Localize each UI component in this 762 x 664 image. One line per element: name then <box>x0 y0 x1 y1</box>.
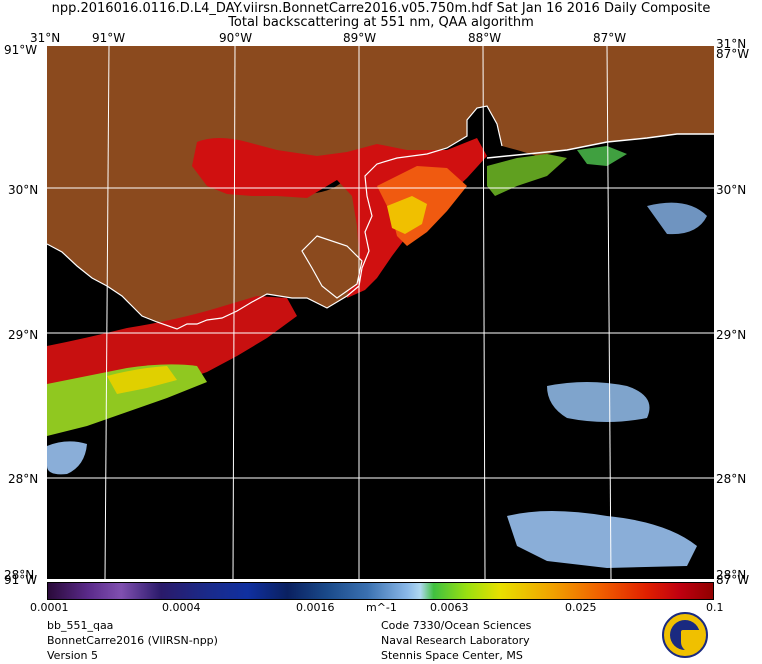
colorbar-tick: 0.025 <box>565 601 597 614</box>
lon-label-top: 87°W <box>593 31 627 45</box>
footer-right: Code 7330/Ocean Sciences Naval Research … <box>381 618 531 663</box>
colorbar-tick: 0.1 <box>706 601 724 614</box>
land-mass <box>47 46 714 329</box>
lat-label-right: 30°N <box>716 183 747 197</box>
nrl-seal-icon <box>662 612 708 658</box>
graticule <box>47 46 714 579</box>
west-plume-yellow <box>107 366 177 394</box>
lon-label-top: 91°W <box>92 31 126 45</box>
clear-water-patch-3 <box>647 202 707 235</box>
coastline-delta <box>47 105 503 330</box>
corner-top-left-lon: 91°W <box>4 43 38 57</box>
lon-label-top: 88°W <box>468 31 502 45</box>
lat-label-right: 28°N <box>716 472 747 486</box>
colorbar-unit: m^-1 <box>366 601 397 614</box>
lat-label-left: 30°N <box>8 183 39 197</box>
dataset-name: BonnetCarre2016 (VIIRSN-npp) <box>47 634 218 647</box>
colorbar <box>47 582 714 600</box>
corner-top-right-lon: 87°W <box>716 47 750 61</box>
title-filename: npp.2016016.0116.D.L4_DAY.viirsn.BonnetC… <box>51 1 711 16</box>
clear-water-patch <box>507 511 697 568</box>
org-location: Stennis Space Center, MS <box>381 649 523 662</box>
lat-label-right: 29°N <box>716 328 747 342</box>
corner-top-left-lat: 31°N <box>30 31 61 45</box>
corner-bottom-right-lon: 87°W <box>716 573 750 587</box>
version: Version 5 <box>47 649 98 662</box>
clear-water-patch-4 <box>47 441 87 475</box>
title-product: Total backscattering at 551 nm, QAA algo… <box>228 15 534 30</box>
colorbar-tick: 0.0063 <box>430 601 469 614</box>
org-code: Code 7330/Ocean Sciences <box>381 619 532 632</box>
colorbar-tick: 0.0016 <box>296 601 335 614</box>
colorbar-tick: 0.0001 <box>30 601 69 614</box>
lon-label-top: 90°W <box>219 31 253 45</box>
corner-top-right-lat: 31°N <box>716 37 747 51</box>
footer-left: bb_551_qaa BonnetCarre2016 (VIIRSN-npp) … <box>47 618 218 663</box>
corner-bottom-left-lon: 91°W <box>4 573 38 587</box>
product-name: bb_551_qaa <box>47 619 114 632</box>
corner-bottom-right-lat: 28°N <box>716 568 747 582</box>
delta-region <box>301 235 363 299</box>
satellite-map <box>47 46 714 579</box>
lon-label-top: 89°W <box>343 31 377 45</box>
org-name: Naval Research Laboratory <box>381 634 530 647</box>
map-graphic <box>47 46 714 579</box>
colorbar-tick: 0.0004 <box>162 601 201 614</box>
east-green-fringe <box>487 154 567 196</box>
lat-label-left: 29°N <box>8 328 39 342</box>
lat-label-left: 28°N <box>8 472 39 486</box>
coastline-east <box>486 133 714 159</box>
corner-bottom-left-lat: 28°N <box>4 568 35 582</box>
east-green-fringe-2 <box>577 146 627 166</box>
clear-water-patch-2 <box>547 382 650 422</box>
turbid-plume-yellow <box>387 196 427 234</box>
